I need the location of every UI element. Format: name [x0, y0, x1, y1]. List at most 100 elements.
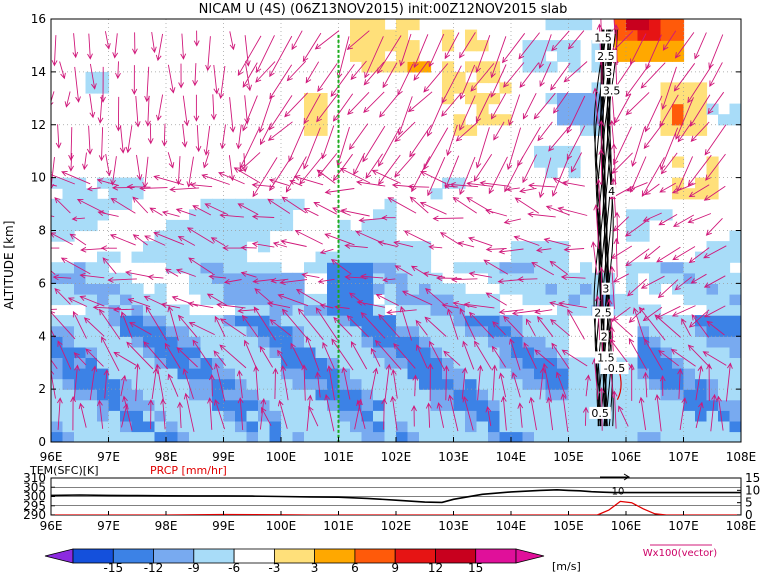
wind-vector	[677, 368, 683, 399]
shade-cell	[396, 262, 409, 274]
wind-vector	[103, 369, 110, 399]
shade-cell	[522, 262, 535, 274]
shade-cell	[373, 399, 386, 411]
shade-cell	[189, 378, 202, 390]
shade-cell	[545, 420, 558, 433]
shade-cell	[407, 40, 420, 52]
temp-tick-label: 310	[23, 471, 46, 485]
shade-cell	[85, 188, 98, 200]
shade-cell	[511, 241, 524, 253]
shade-cell	[304, 293, 317, 306]
shade-cell	[304, 357, 317, 369]
shade-cell	[258, 304, 271, 316]
shade-cell	[614, 40, 627, 52]
wind-vector	[381, 214, 396, 221]
wind-vector	[658, 214, 678, 226]
shade-cell	[453, 368, 466, 380]
shade-cell	[62, 177, 75, 189]
shade-cell	[166, 378, 179, 390]
shade-cell	[281, 357, 294, 369]
shade-cell	[672, 336, 685, 348]
shade-cell	[131, 389, 144, 401]
shade-cell	[557, 241, 570, 253]
wind-vector	[317, 278, 335, 284]
shade-cell	[62, 357, 75, 369]
wind-vector	[299, 154, 324, 185]
wind-vector	[105, 153, 112, 177]
contour-label-bg	[599, 330, 609, 343]
shade-cell	[534, 420, 547, 433]
wind-vector	[457, 241, 475, 248]
wind-vector	[281, 196, 307, 214]
shade-cell	[223, 431, 236, 442]
shade-cell	[235, 209, 248, 221]
shade-cell	[120, 272, 133, 284]
shade-cell	[442, 71, 455, 84]
shade-cell	[350, 325, 363, 337]
shade-cell	[511, 378, 524, 390]
wind-vector	[291, 30, 303, 51]
shade-cell	[430, 188, 443, 200]
shade-cell	[430, 325, 443, 337]
wind-vector	[470, 63, 495, 92]
shade-cell	[269, 283, 282, 295]
wind-vector	[104, 31, 111, 50]
shade-cell	[729, 378, 741, 390]
wind-vector	[350, 60, 367, 81]
wind-vector	[346, 315, 370, 338]
shade-cell	[591, 61, 604, 73]
wind-vector	[459, 95, 476, 131]
shade-cell	[51, 177, 64, 189]
shade-cell	[442, 410, 455, 422]
wind-vector	[595, 178, 602, 216]
shade-cell	[695, 293, 708, 306]
wind-vector	[609, 265, 615, 310]
shade-cell	[488, 346, 501, 358]
wind-vector	[363, 61, 385, 86]
shade-cell	[511, 431, 524, 442]
shade-cell	[683, 188, 696, 200]
shade-cell	[384, 262, 397, 274]
shade-cell	[338, 251, 351, 263]
shade-cell	[511, 251, 524, 263]
wind-vector	[214, 362, 226, 402]
shade-cell	[706, 177, 719, 189]
wind-vector	[239, 127, 261, 169]
wind-vector	[598, 148, 605, 185]
shade-cell	[338, 230, 351, 242]
wind-vector	[550, 319, 570, 337]
shade-cell	[557, 19, 570, 31]
wind-vector	[302, 32, 322, 63]
shade-cell	[706, 399, 719, 411]
shade-cell	[568, 293, 581, 306]
wind-vector	[359, 273, 384, 280]
wind-vector	[317, 63, 338, 93]
shade-cell	[430, 336, 443, 348]
shade-cell	[258, 431, 271, 442]
shade-cell	[384, 241, 397, 253]
wind-vector	[705, 217, 723, 236]
wind-vector	[625, 64, 650, 98]
shade-cell	[396, 272, 409, 284]
shade-cell	[246, 420, 259, 433]
shade-cell	[545, 368, 558, 380]
wind-vector	[301, 272, 320, 279]
wind-vector	[514, 197, 540, 214]
shade-cell	[143, 399, 156, 411]
shade-cell	[407, 389, 420, 401]
shade-cell	[396, 283, 409, 295]
colorbar-tick-label: -6	[228, 561, 240, 575]
wind-vector	[378, 313, 400, 338]
shade-cell	[476, 346, 489, 358]
wind-vector	[205, 36, 211, 72]
shade-cell	[637, 368, 650, 380]
shade-cell	[269, 336, 282, 348]
wind-vector	[561, 349, 588, 367]
shade-cell	[212, 431, 225, 442]
wind-vector	[332, 207, 351, 216]
wind-vector	[704, 124, 727, 156]
shade-cell	[120, 389, 133, 401]
shade-cell	[166, 357, 179, 369]
shade-cell	[189, 283, 202, 295]
wind-vector	[432, 215, 464, 222]
